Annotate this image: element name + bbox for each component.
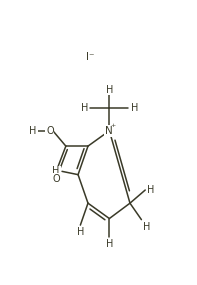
Text: H: H [77,227,84,237]
Text: N: N [105,126,113,136]
Text: H: H [106,239,113,249]
Text: H: H [52,166,60,176]
Text: O: O [52,174,60,184]
Text: H: H [106,85,113,95]
Text: H: H [131,103,138,113]
Text: +: + [111,123,116,129]
Text: H: H [30,126,37,136]
Text: H: H [81,103,88,113]
Text: I⁻: I⁻ [86,52,95,62]
Text: H: H [147,185,154,195]
Text: O: O [46,126,54,136]
Text: H: H [143,222,150,232]
